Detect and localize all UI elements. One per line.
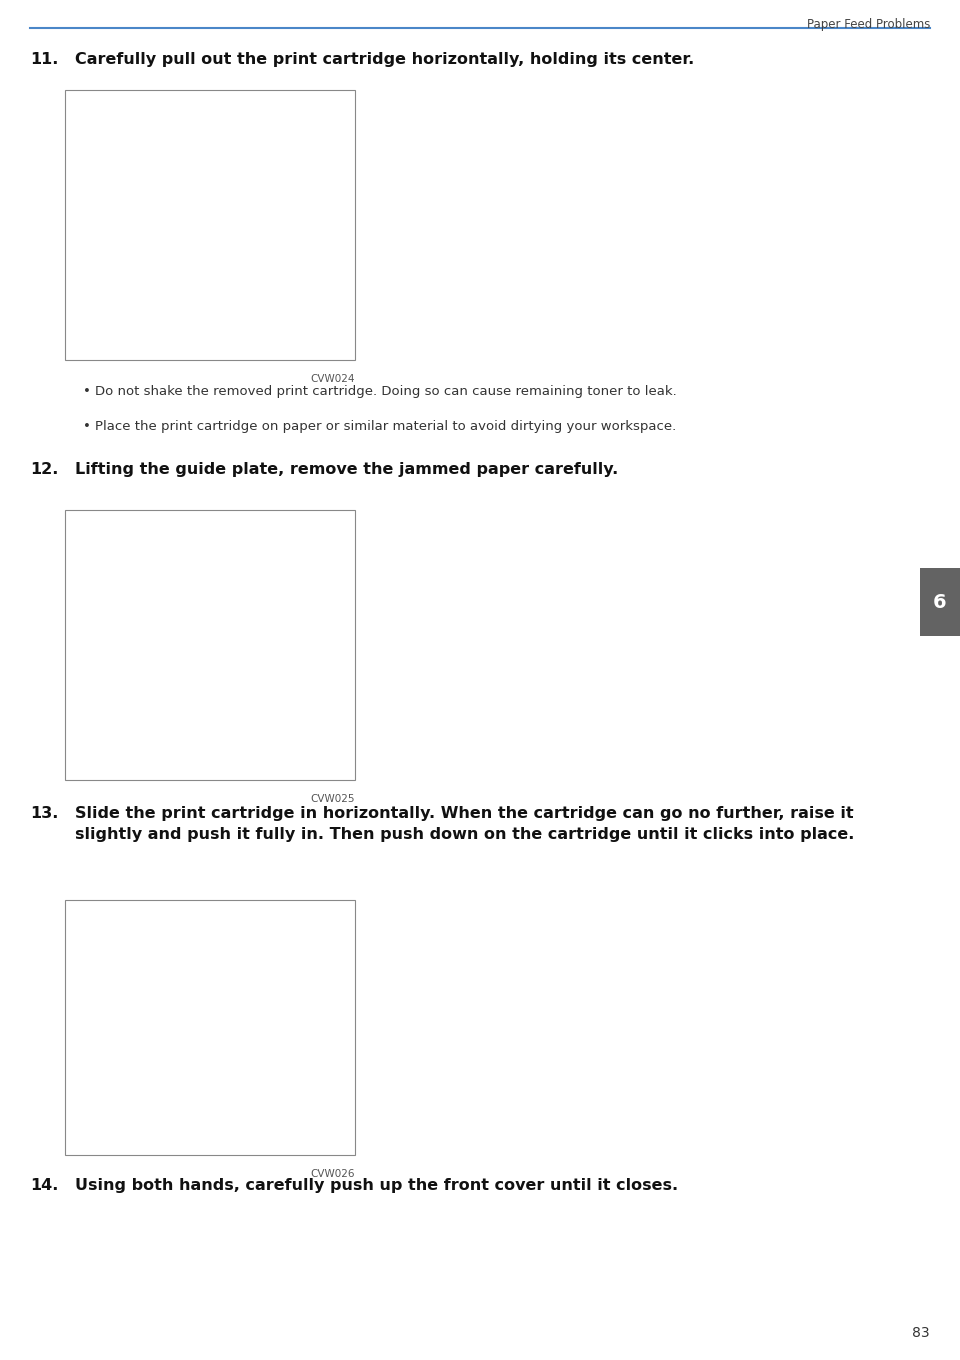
Text: 12.: 12. — [30, 462, 59, 477]
Text: Using both hands, carefully push up the front cover until it closes.: Using both hands, carefully push up the … — [75, 1178, 678, 1193]
Text: 83: 83 — [912, 1326, 930, 1340]
Text: 11.: 11. — [30, 52, 59, 67]
Text: Paper Feed Problems: Paper Feed Problems — [806, 18, 930, 31]
Text: •: • — [83, 385, 91, 398]
Text: Lifting the guide plate, remove the jammed paper carefully.: Lifting the guide plate, remove the jamm… — [75, 462, 618, 477]
Text: Slide the print cartridge in horizontally. When the cartridge can go no further,: Slide the print cartridge in horizontall… — [75, 806, 854, 842]
Text: Do not shake the removed print cartridge. Doing so can cause remaining toner to : Do not shake the removed print cartridge… — [95, 385, 677, 398]
Text: 6: 6 — [933, 593, 947, 612]
Text: CVW026: CVW026 — [310, 1170, 355, 1179]
Text: 13.: 13. — [30, 806, 59, 821]
Text: •: • — [83, 420, 91, 432]
Text: Carefully pull out the print cartridge horizontally, holding its center.: Carefully pull out the print cartridge h… — [75, 52, 694, 67]
Bar — [65, 900, 355, 1155]
Text: Place the print cartridge on paper or similar material to avoid dirtying your wo: Place the print cartridge on paper or si… — [95, 420, 676, 432]
Text: 14.: 14. — [30, 1178, 59, 1193]
Bar — [65, 510, 355, 781]
Bar — [65, 90, 355, 360]
Text: CVW025: CVW025 — [310, 794, 355, 804]
Text: CVW024: CVW024 — [310, 374, 355, 384]
Bar — [920, 568, 960, 636]
